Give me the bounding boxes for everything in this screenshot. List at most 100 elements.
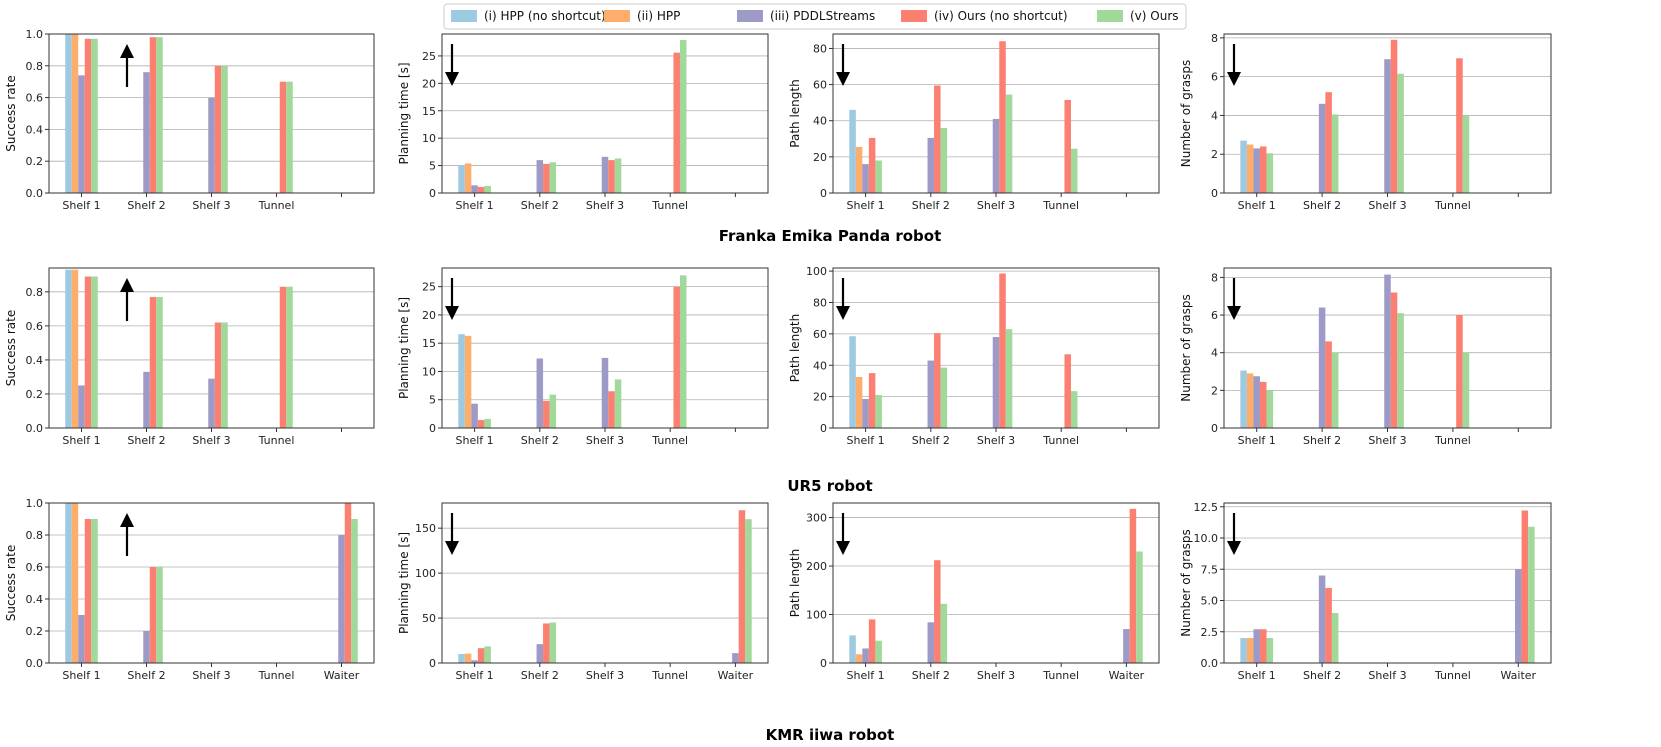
bar (543, 400, 550, 428)
bar (738, 510, 746, 663)
bar (1240, 370, 1247, 428)
bar (992, 118, 1000, 193)
x-tick-label: Shelf 3 (192, 434, 230, 447)
x-tick-label: Tunnel (258, 669, 295, 682)
chart-panel: 0 20 40 60 80 Shelf 1 Shelf 2 Shelf 3 Tunnel Path… (788, 33, 1160, 212)
bar (84, 38, 92, 193)
bar (927, 360, 935, 428)
bar (543, 623, 550, 663)
y-axis-label: Number of grasps (1179, 60, 1193, 167)
bar (1325, 341, 1332, 428)
bar (862, 648, 869, 663)
bar (71, 34, 79, 193)
y-tick-label: 80 (813, 297, 827, 310)
y-tick-label: 0.6 (26, 320, 44, 333)
bar (549, 162, 557, 193)
x-tick-label: Waiter (1501, 669, 1537, 682)
bar (862, 164, 869, 193)
y-tick-label: 0.0 (26, 657, 44, 670)
y-tick-label: 0 (820, 422, 827, 435)
y-tick-label: 10 (422, 365, 436, 378)
chart-panel: 0.0 0.2 0.4 0.6 0.8 Shelf 1 Shelf 2 Shelf 3 Tunn… (4, 267, 375, 447)
bar (65, 269, 72, 428)
axes-frame (441, 502, 769, 664)
chart-panel: 0 2 4 6 8 Shelf 1 Shelf 2 Shelf 3 Tunnel Number o… (1179, 267, 1552, 447)
bar (614, 379, 622, 428)
x-tick-label: Tunnel (651, 199, 688, 212)
y-tick-label: 0.8 (26, 286, 44, 299)
axes-frame (832, 502, 1160, 664)
bar (608, 391, 615, 428)
bar (338, 535, 345, 663)
chart-panel: 0 2 4 6 8 Shelf 1 Shelf 2 Shelf 3 Tunnel Number o… (1179, 32, 1552, 212)
bar (1325, 92, 1332, 193)
y-tick-label: 40 (813, 359, 827, 372)
bar (65, 34, 72, 193)
y-tick-label: 0 (429, 422, 436, 435)
bar (464, 163, 472, 193)
y-axis-label: Planning time [s] (397, 62, 411, 164)
x-tick-label: Shelf 1 (847, 434, 885, 447)
x-tick-label: Shelf 3 (192, 669, 230, 682)
x-tick-label: Shelf 3 (586, 199, 624, 212)
x-tick-label: Shelf 2 (127, 434, 165, 447)
x-tick-label: Shelf 3 (977, 199, 1015, 212)
bar (1129, 508, 1137, 663)
chart-panel: 0.0 2.5 5.0 7.5 10.0 12.5 Shelf 1 Shelf 2 Shelf … (1179, 501, 1552, 682)
arrow-down-icon (445, 72, 459, 86)
y-tick-label: 0.4 (26, 354, 44, 367)
y-tick-label: 0 (429, 657, 436, 670)
bar (1384, 274, 1391, 428)
chart-panel: 0 50 100 150 Shelf 1 Shelf 2 Shelf 3 Tunnel Wait… (397, 502, 769, 682)
bar (934, 85, 941, 193)
bar (1253, 376, 1260, 428)
y-tick-label: 4 (1211, 109, 1218, 122)
legend-label: (iii) PDDLStreams (770, 9, 875, 23)
bar (471, 403, 478, 428)
y-tick-label: 150 (415, 522, 436, 535)
bar (156, 567, 163, 663)
legend-label: (iv) Ours (no shortcut) (934, 9, 1068, 23)
row-title-ur5: UR5 robot (787, 477, 872, 495)
x-tick-label: Shelf 2 (127, 669, 165, 682)
y-tick-label: 0.0 (26, 422, 44, 435)
bar (1331, 352, 1339, 428)
arrow-down-icon (445, 541, 459, 555)
y-tick-label: 6 (1211, 309, 1218, 322)
bar (875, 395, 882, 428)
panels: 0.0 0.2 0.4 0.6 0.8 1.0 Shelf 1 Shelf 2 Shelf 3 T… (4, 28, 1552, 682)
x-tick-label: Tunnel (1042, 199, 1079, 212)
bar (1397, 313, 1404, 428)
bar (855, 377, 863, 428)
legend-entry: (iv) Ours (no shortcut) (901, 9, 1068, 23)
bar (1325, 588, 1332, 663)
bar (1246, 373, 1254, 428)
x-tick-label: Shelf 2 (1303, 199, 1341, 212)
bar (1240, 638, 1247, 663)
bar (855, 654, 863, 663)
arrow-down-icon (445, 306, 459, 320)
bar (1253, 148, 1260, 193)
y-tick-label: 0.0 (1201, 657, 1219, 670)
y-axis-label: Success rate (4, 310, 18, 387)
bar (1070, 391, 1078, 428)
bar (214, 65, 222, 193)
legend-swatch (604, 10, 630, 22)
chart-panel: 0 5 10 15 20 25 Shelf 1 Shelf 2 Shelf 3 Tunnel Pla… (397, 267, 769, 447)
arrow-up-icon (120, 513, 134, 527)
y-tick-label: 0 (1211, 187, 1218, 200)
bar (999, 41, 1006, 194)
y-tick-label: 4 (1211, 347, 1218, 360)
x-tick-label: Shelf 1 (1238, 199, 1276, 212)
legend-entry: (i) HPP (no shortcut) (451, 9, 606, 23)
bar (1528, 526, 1535, 663)
bar (1246, 638, 1254, 663)
legend-swatch (451, 10, 477, 22)
y-tick-label: 8 (1211, 271, 1218, 284)
y-axis-label: Number of grasps (1179, 294, 1193, 401)
y-tick-label: 0.2 (26, 155, 44, 168)
bar (679, 275, 687, 428)
legend: (i) HPP (no shortcut) (ii) HPP (iii) PDDLS… (443, 3, 1187, 30)
bar (940, 127, 948, 193)
bar (1521, 510, 1529, 663)
